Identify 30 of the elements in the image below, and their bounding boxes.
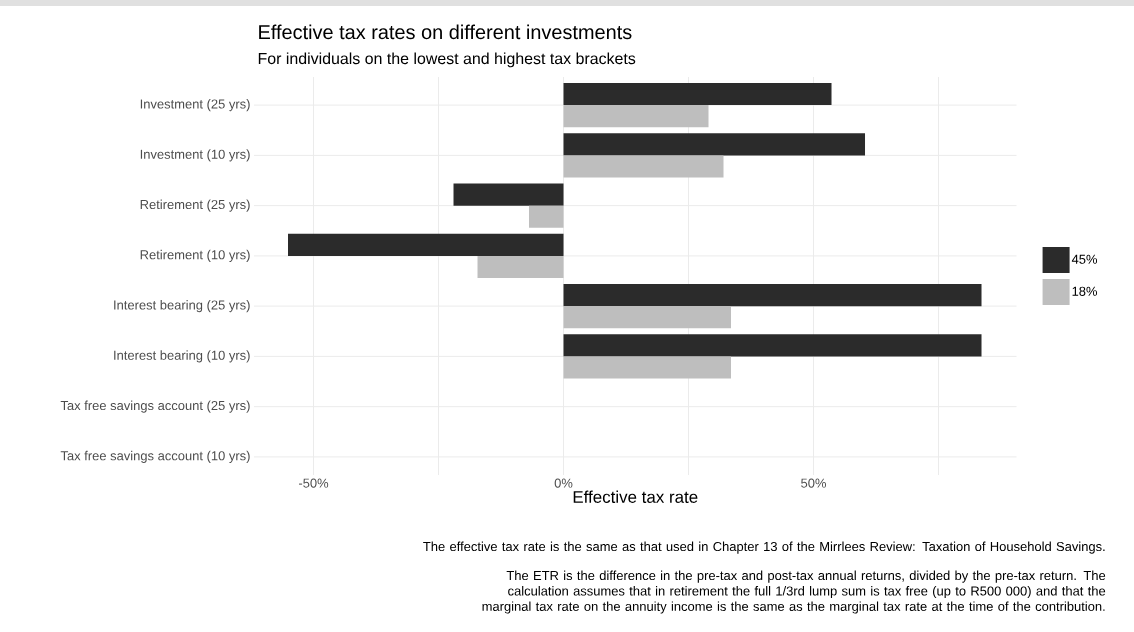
bar (563, 306, 732, 329)
y-tick-label: Interest bearing (10 yrs) (114, 350, 250, 363)
y-tick-label: Interest bearing (25 yrs) (114, 300, 250, 313)
text: The effective tax rate is the same as that used in Chapter 13 of the Mirrlees Review: Taxation of Household Savings. (423, 541, 1105, 554)
bar (563, 105, 709, 128)
legend-label: 18% (1072, 286, 1098, 296)
bar (563, 155, 724, 178)
y-tick-label: Investment (25 yrs) (140, 99, 250, 112)
x-axis-title: Effective tax rate (573, 490, 698, 503)
chart-subtitle: For individuals on the lowest and highest tax brackets (258, 52, 636, 68)
x-tick-label: 50% (801, 478, 827, 488)
y-tick-label: Retirement (10 yrs) (140, 249, 250, 262)
x-tick-label: -50% (298, 478, 329, 488)
bar (563, 284, 982, 307)
bar (563, 83, 832, 106)
bar (563, 334, 982, 357)
y-tick-label: Retirement (25 yrs) (140, 199, 250, 212)
bar (477, 255, 564, 278)
chart-title: Effective tax rates on different investments (259, 24, 632, 40)
bar (563, 133, 866, 156)
bar (288, 233, 564, 256)
bar (563, 356, 732, 379)
y-tick-label: Tax free savings account (10 yrs) (60, 450, 250, 463)
y-tick-label: Tax free savings account (25 yrs) (60, 400, 250, 413)
y-tick-label: Investment (10 yrs) (140, 149, 250, 162)
legend-label: 45% (1071, 254, 1098, 264)
bar (453, 183, 564, 206)
bar (529, 205, 564, 228)
x-tick-label: 0% (554, 478, 573, 488)
text: The ETR is the difference in the pre-tax and post-tax annual returns, divided by the pre-tax return. The calculation assumes that in retirement the full 1/3rd lump sum is tax free (up to R500 000) and that the marginal tax rate on the annuity income is the same as the marginal tax rate at the time of the contribution. (482, 570, 1106, 614)
